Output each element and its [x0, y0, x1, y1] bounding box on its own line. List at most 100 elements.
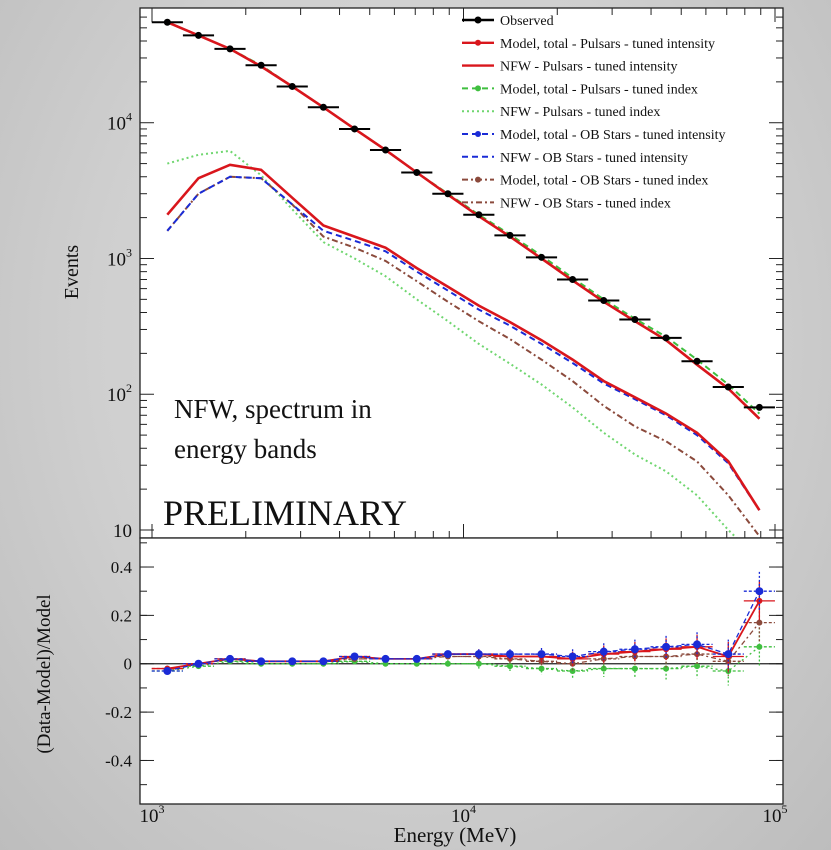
series-line-5 — [167, 149, 739, 538]
observed-point — [475, 211, 483, 219]
residual-point — [663, 665, 670, 672]
y-tick-label: 102 — [107, 381, 132, 406]
residual-y-tick-label: -0.4 — [105, 751, 132, 770]
residual-point — [600, 665, 607, 672]
y-tick-label: 10 — [113, 521, 132, 542]
y-tick-label: 103 — [107, 245, 132, 270]
residual-point — [693, 640, 702, 649]
legend-marker-3 — [475, 85, 481, 92]
legend-label-6: NFW - OB Stars - tuned intensity — [500, 151, 688, 166]
residual-point — [412, 654, 421, 663]
y-tick-base: 10 — [107, 249, 126, 270]
x-tick-exponent: 4 — [470, 802, 476, 816]
residual-point — [755, 587, 764, 596]
preliminary-watermark: PRELIMINARY — [163, 493, 407, 533]
y-tick-label: 104 — [107, 110, 132, 135]
annotation-line-2: energy bands — [174, 434, 317, 464]
series-line-7 — [166, 175, 761, 511]
residual-y-tick-label: 0.4 — [111, 558, 133, 577]
spectrum-y-axis-label: Events — [61, 245, 83, 300]
residual-point — [756, 619, 763, 626]
residual-point — [163, 667, 172, 675]
annotation-line-1: NFW, spectrum in — [174, 394, 372, 424]
y-tick-base: 10 — [113, 521, 132, 542]
observed-point — [194, 31, 202, 39]
x-axis-label: Energy (MeV) — [394, 823, 517, 847]
legend-marker-1 — [475, 39, 481, 46]
x-tick-exponent: 3 — [159, 802, 165, 816]
residual-point — [569, 668, 576, 674]
observed-point — [569, 276, 577, 284]
spectrum-panel-background — [139, 7, 784, 539]
observed-points — [151, 18, 775, 411]
observed-point — [382, 146, 390, 154]
x-tick-base: 10 — [140, 806, 159, 827]
residual-point — [350, 652, 359, 661]
legend-label-5: Model, total - OB Stars - tuned intensit… — [500, 128, 726, 143]
residual-y-tick-label: -0.2 — [105, 703, 132, 722]
observed-point — [724, 383, 732, 391]
legend: Observed Model, total - Pulsars - tuned i… — [462, 14, 726, 211]
residual-point — [444, 660, 451, 667]
x-tick-base: 10 — [763, 806, 782, 827]
x-tick-exponent: 5 — [782, 802, 788, 816]
x-tick-base: 10 — [451, 806, 470, 827]
y-tick-base: 10 — [107, 114, 126, 135]
residual-y-tick-label: 0 — [124, 655, 133, 674]
observed-point — [163, 18, 171, 26]
residual-point — [724, 650, 733, 659]
legend-marker-5 — [475, 131, 481, 137]
observed-point — [288, 82, 296, 90]
residual-point — [630, 645, 639, 654]
observed-point — [351, 125, 359, 133]
observed-point — [506, 231, 514, 239]
residual-y-axis-label: (Data-Model)/Model — [34, 594, 55, 753]
y-tick-exponent: 2 — [126, 381, 132, 395]
series-line-4 — [166, 21, 761, 415]
x-tick-label: 105 — [763, 802, 788, 827]
residual-point — [537, 650, 546, 659]
legend-label-3: Model, total - Pulsars - tuned index — [500, 82, 698, 97]
legend-label-2: NFW - Pulsars - tuned intensity — [500, 60, 677, 75]
residual-panel-background — [139, 537, 784, 805]
residual-point — [474, 650, 483, 659]
x-tick-label: 104 — [451, 802, 476, 827]
residual-point — [662, 642, 671, 651]
observed-point — [600, 297, 608, 305]
observed-point — [755, 403, 763, 411]
y-tick-base: 10 — [107, 385, 126, 406]
residual-point — [381, 654, 390, 663]
residual-point — [319, 657, 328, 666]
residual-point — [505, 650, 514, 659]
observed-point — [538, 253, 546, 261]
legend-marker-0 — [474, 16, 482, 24]
observed-point — [444, 190, 452, 198]
residual-point — [475, 660, 482, 667]
x-tick-label: 103 — [140, 802, 165, 827]
residual-point — [288, 657, 297, 666]
legend-label-8: NFW - OB Stars - tuned index — [500, 196, 671, 211]
residual-point — [599, 647, 608, 656]
observed-point — [226, 45, 234, 53]
residual-point — [443, 650, 452, 659]
observed-point — [662, 334, 670, 342]
observed-point — [693, 357, 701, 365]
series-line-3 — [166, 163, 761, 511]
residual-point — [568, 652, 577, 661]
y-tick-exponent: 4 — [126, 110, 132, 124]
observed-point — [319, 103, 327, 111]
residual-point — [194, 659, 203, 668]
residual-point — [257, 657, 266, 666]
residual-point — [506, 663, 513, 670]
legend-label-0: Observed — [500, 14, 554, 29]
y-tick-exponent: 3 — [126, 245, 132, 259]
observed-point — [413, 168, 421, 176]
observed-point — [257, 61, 265, 69]
residual-point — [756, 643, 763, 650]
legend-label-7: Model, total - OB Stars - tuned index — [500, 174, 708, 189]
legend-label-4: NFW - Pulsars - tuned index — [500, 105, 660, 120]
observed-point — [631, 316, 639, 324]
